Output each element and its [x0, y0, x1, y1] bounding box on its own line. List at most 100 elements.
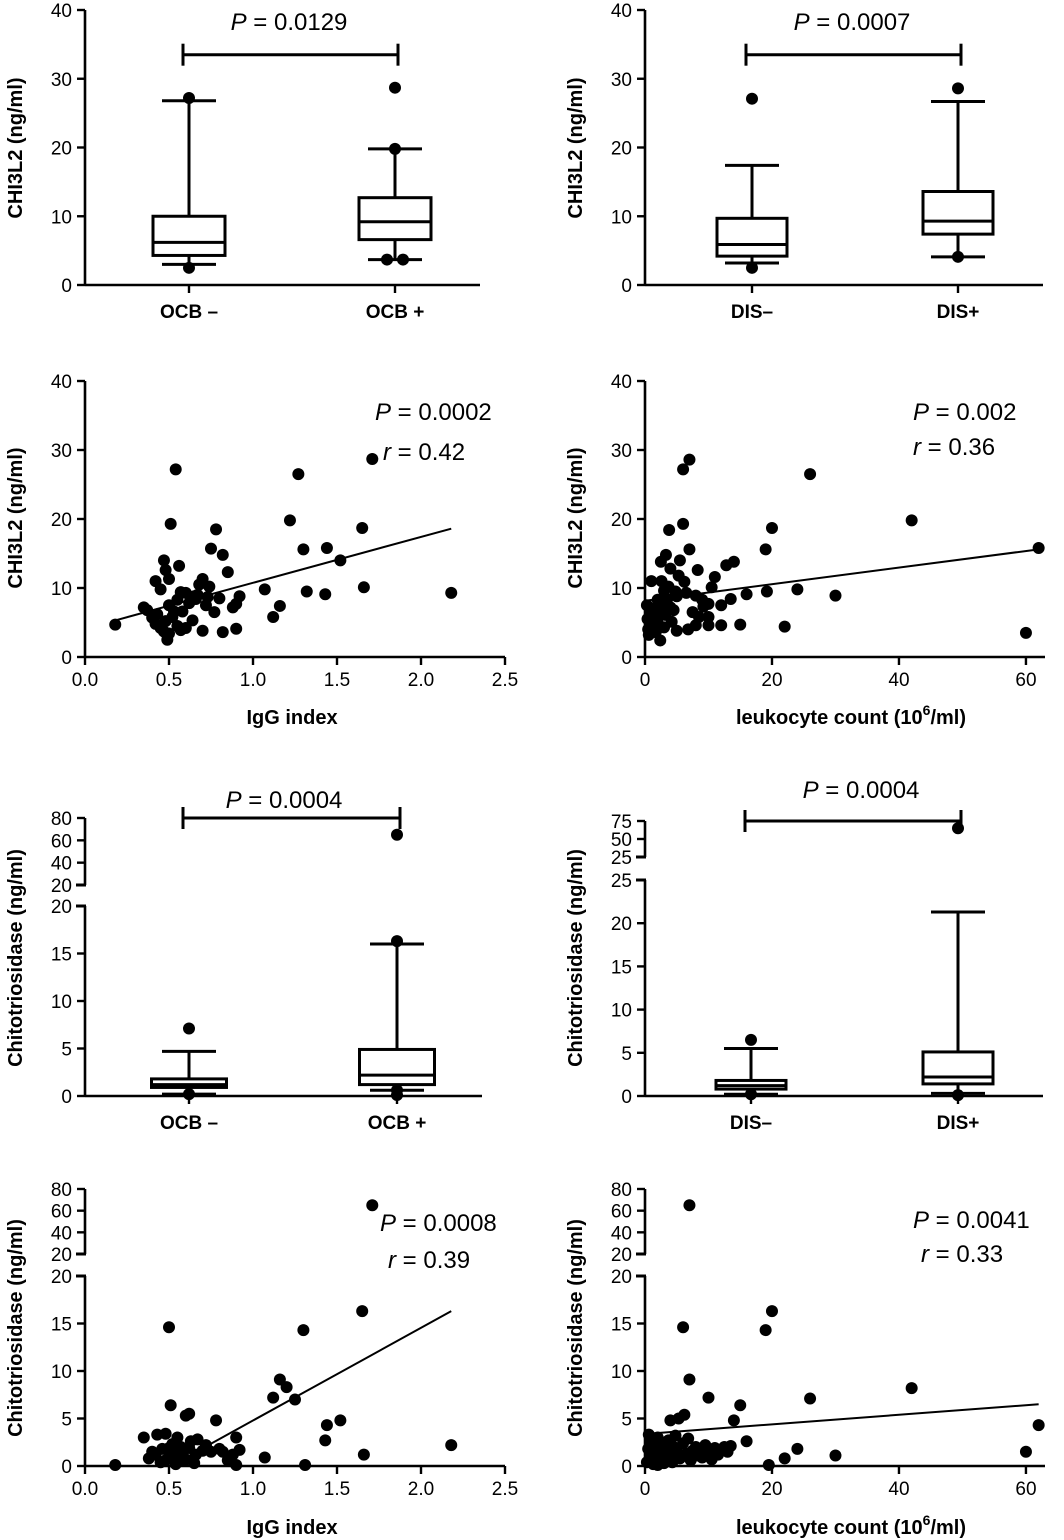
panel-4-point-60 — [759, 543, 772, 556]
panel-4-point-61 — [760, 585, 773, 598]
panel-2: CHI3L2 (ng/ml) DIS– DIS+ P = 0.0007 0 10 2… — [565, 1, 1043, 323]
panel-3-point-37 — [196, 624, 209, 637]
panel-4-r-annotation: r = 0.36 — [913, 434, 995, 461]
panel-4-point-65 — [804, 468, 817, 481]
panel-4-point-68 — [1019, 626, 1032, 639]
panel-8-point-54 — [765, 1305, 778, 1318]
panel-7-point-54 — [445, 1439, 458, 1452]
panel-5-ytick-label-0-3: 15 — [51, 945, 72, 966]
panel-3-point-7 — [154, 583, 167, 596]
panel-8-point-40 — [702, 1391, 715, 1404]
panel-1-ytick-label-0-4: 40 — [51, 1, 72, 22]
panel-7-point-50 — [334, 1414, 347, 1427]
panel-7-point-33 — [210, 1414, 223, 1427]
panel-4-point-36 — [678, 575, 691, 588]
panel-5-ytick-label-0-1: 5 — [61, 1040, 72, 1061]
panel-3-xtick-label-0: 0.0 — [72, 670, 98, 691]
panel-3-point-55 — [283, 514, 296, 527]
panel-6-cat-1: DIS+ — [937, 1113, 980, 1134]
panel-8-point-58 — [829, 1449, 842, 1462]
panel-6-ytick-label-0-2: 10 — [611, 1001, 632, 1022]
panel-3-point-16 — [163, 573, 175, 586]
panel-3-xtick-label-3: 1.5 — [324, 670, 350, 691]
panel-3-r-annotation: r = 0.42 — [383, 439, 465, 466]
panel-5-cat-0: OCB – — [160, 1113, 218, 1134]
panel-3-ytick-label-0-1: 10 — [51, 579, 72, 600]
panel-6-ytick-label-1-0: 25 — [611, 848, 632, 869]
panel-8-point-59 — [905, 1382, 918, 1395]
panel-3-point-60 — [320, 541, 333, 554]
panel-8-point-48 — [724, 1440, 737, 1453]
panel-2-box-1 — [921, 190, 995, 236]
panel-2-outlier-1-0 — [952, 82, 964, 95]
panel-5-p-annotation: P = 0.0004 — [226, 787, 343, 814]
panel-8-point-57 — [804, 1392, 817, 1405]
panel-8-point-26 — [677, 1321, 690, 1334]
panel-7-point-18 — [171, 1431, 184, 1444]
panel-7-point-42 — [267, 1391, 280, 1404]
panel-3-ytick-label-0-4: 40 — [51, 372, 72, 393]
panel-7-point-49 — [320, 1419, 333, 1432]
panel-5-outlier-1-0 — [391, 828, 403, 841]
panel-4-point-35 — [677, 517, 690, 530]
panel-3-point-57 — [297, 543, 310, 556]
panel-5-ytick-label-1-1: 40 — [51, 854, 72, 875]
panel-2-outlier-1-1 — [952, 250, 964, 263]
panel-7-p-annotation: P = 0.0008 — [380, 1210, 497, 1237]
panel-4-point-49 — [702, 610, 715, 623]
panel-6-ytick-label-0-5: 25 — [611, 871, 632, 892]
panel-3: CHI3L2 (ng/ml) IgG index P = 0.0002 r = … — [5, 372, 518, 729]
panel-8-ylabel: Chitotriosidase (ng/ml) — [565, 1219, 587, 1437]
panel-1-cat-0: OCB – — [160, 302, 218, 323]
panel-3-point-44 — [213, 592, 226, 605]
panel-4-point-28 — [667, 604, 680, 617]
panel-4-point-44 — [691, 564, 704, 577]
panel-5-ytick-label-0-0: 0 — [61, 1087, 72, 1108]
panel-7-ytick-label-0-3: 15 — [51, 1315, 72, 1336]
panel-8-ytick-label-0-3: 15 — [611, 1315, 632, 1336]
panel-4-point-66 — [829, 589, 842, 602]
panel-8-xtick-label-3: 60 — [1015, 1479, 1036, 1500]
panel-3-point-64 — [366, 452, 379, 465]
panel-6-ytick-label-1-2: 75 — [611, 812, 632, 833]
panel-3-xtick-label-5: 2.5 — [492, 670, 518, 691]
panel-2-cat-0: DIS– — [731, 302, 773, 323]
panel-4-point-57 — [727, 555, 740, 568]
panel-3-point-42 — [208, 606, 221, 619]
panel-4-point-39 — [683, 453, 696, 466]
panel-7-ytick-label-0-1: 5 — [61, 1410, 72, 1431]
panel-3-point-56 — [292, 468, 305, 481]
panel-3-point-62 — [356, 521, 369, 534]
panel-4-regression-line — [648, 548, 1039, 602]
panel-5-outlier-1-1 — [391, 935, 403, 948]
panel-6-outlier-1-1 — [952, 1089, 964, 1102]
panel-6-ylabel: Chitotriosidase (ng/ml) — [565, 849, 587, 1067]
panel-7-point-38 — [230, 1459, 243, 1472]
panel-2-outlier-0-1 — [746, 261, 758, 274]
panel-6: Chitotriosidase (ng/ml) DIS– DIS+ P = 0.… — [565, 777, 1043, 1134]
panel-4-point-14 — [654, 634, 667, 647]
panel-2-box-0 — [715, 216, 789, 258]
panel-3-point-17 — [164, 517, 177, 530]
panel-8-ytick-label-1-0: 20 — [611, 1245, 632, 1266]
panel-8-xtick-label-2: 40 — [888, 1479, 909, 1500]
panel-8-point-49 — [727, 1414, 740, 1427]
panel-3-ytick-label-0-2: 20 — [51, 510, 72, 531]
panel-7-ytick-label-0-0: 0 — [61, 1457, 72, 1478]
panel-7-point-40 — [233, 1443, 246, 1456]
panel-1-ylabel: CHI3L2 (ng/ml) — [5, 77, 27, 218]
panel-5-cat-1: OCB + — [368, 1113, 427, 1134]
panel-6-ytick-label-1-1: 50 — [611, 830, 632, 851]
panel-7-point-0 — [109, 1459, 122, 1472]
panel-1-outlier-0-1 — [183, 261, 195, 274]
panel-3-point-49 — [230, 622, 243, 635]
panel-7-point-13 — [164, 1399, 177, 1412]
panel-4-ytick-label-0-0: 0 — [621, 648, 632, 669]
panel-7-ytick-label-0-2: 10 — [51, 1362, 72, 1383]
panel-5-ytick-label-1-2: 60 — [51, 831, 72, 852]
panel-4-p-annotation: P = 0.002 — [913, 399, 1016, 426]
panel-4-point-56 — [724, 593, 737, 606]
panel-8-ytick-label-0-4: 20 — [611, 1267, 632, 1288]
panel-4-xtick-label-3: 60 — [1015, 670, 1036, 691]
